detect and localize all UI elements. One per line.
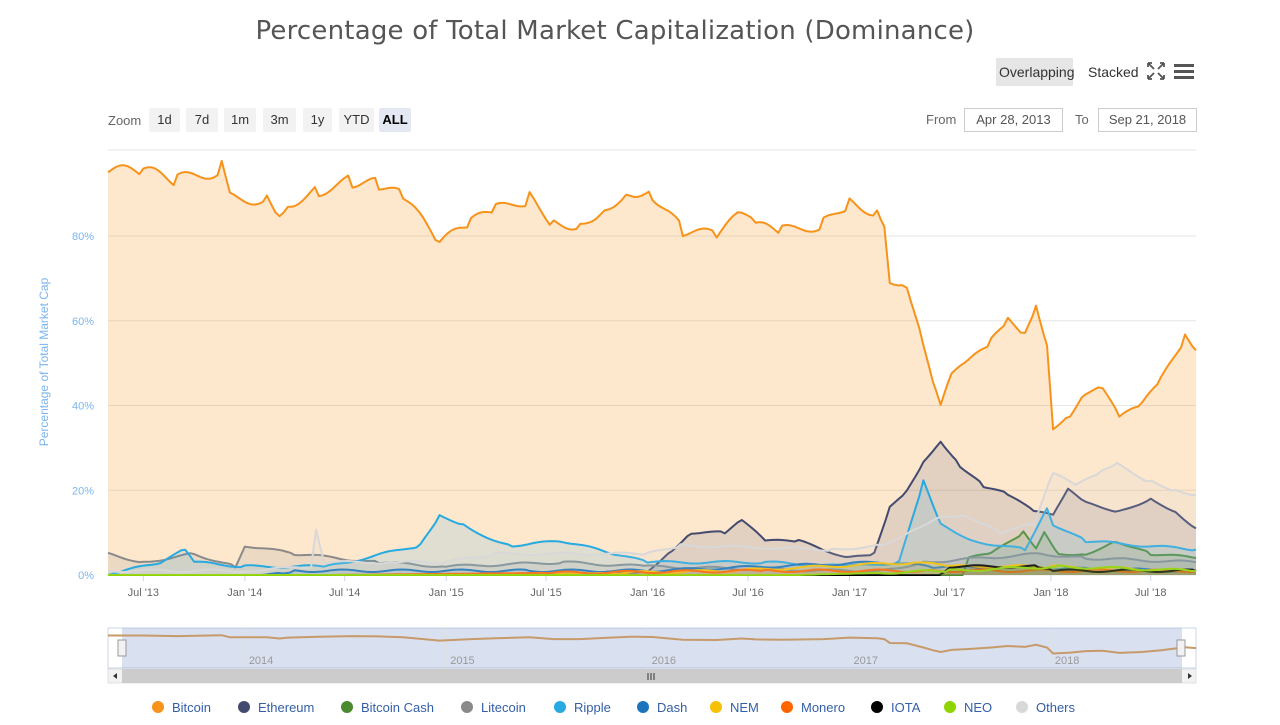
legend-label: Bitcoin Cash	[361, 700, 434, 715]
scroll-left-arrow-icon[interactable]	[113, 673, 117, 679]
legend-marker-icon	[871, 701, 883, 713]
legend-label: Litecoin	[481, 700, 526, 715]
legend-label: Others	[1036, 700, 1076, 715]
chart-title: Percentage of Total Market Capitalizatio…	[255, 16, 975, 46]
y-tick-label: 40%	[72, 401, 94, 413]
scroll-right-arrow-icon[interactable]	[1188, 673, 1192, 679]
zoom-ytd-button[interactable]: YTD	[339, 108, 374, 132]
line-litecoin	[107, 545, 1197, 573]
legend-item-monero[interactable]: Monero	[781, 700, 845, 716]
legend-label: Dash	[657, 700, 688, 715]
to-date-input[interactable]: Sep 21, 2018	[1098, 108, 1197, 132]
legend-label: Ethereum	[258, 700, 315, 715]
legend-marker-icon	[341, 701, 353, 713]
zoom-1y-button[interactable]: 1y	[303, 108, 332, 132]
zoom-1d-button[interactable]: 1d	[149, 108, 180, 132]
area-ethereum	[108, 441, 1196, 575]
x-tick-label: Jan '15	[429, 587, 464, 599]
navigator-year-label: 2018	[1055, 655, 1079, 667]
zoom-1m-button[interactable]: 1m	[224, 108, 256, 132]
legend-item-nem[interactable]: NEM	[710, 700, 759, 716]
menu-icon[interactable]	[1174, 63, 1194, 79]
legend-item-others[interactable]: Others	[1016, 700, 1075, 716]
area-ripple	[108, 480, 1196, 575]
x-tick-label: Jul '15	[530, 587, 561, 599]
legend-marker-icon	[152, 701, 164, 713]
legend-label: NEM	[730, 700, 759, 715]
legend-marker-icon	[944, 701, 956, 713]
navigator-frame	[107, 627, 1197, 669]
legend-marker-icon	[554, 701, 566, 713]
x-tick-label: Jul '16	[732, 587, 763, 599]
area-neo	[108, 565, 1196, 575]
navigator-selection	[122, 628, 1182, 668]
area-bitcoin	[108, 160, 1196, 575]
from-label: From	[926, 112, 957, 127]
y-tick-label: 60%	[72, 316, 94, 328]
y-tick-label: 20%	[72, 485, 94, 497]
overlapping-mode-button[interactable]: Overlapping	[996, 58, 1075, 86]
stacked-mode-button[interactable]: Stacked	[1088, 64, 1139, 80]
legend-marker-icon	[1016, 701, 1028, 713]
zoom-3m-button[interactable]: 3m	[263, 108, 296, 132]
legend-marker-icon	[238, 701, 250, 713]
y-tick-label: 80%	[72, 231, 94, 243]
legend-label: Bitcoin	[172, 700, 212, 715]
area-others	[108, 462, 1196, 575]
legend-marker-icon	[637, 701, 649, 713]
legend-item-neo[interactable]: NEO	[944, 700, 992, 716]
legend-label: IOTA	[891, 700, 921, 715]
x-tick-label: Jan '18	[1033, 587, 1068, 599]
to-label: To	[1075, 112, 1089, 127]
line-others	[107, 461, 1197, 573]
zoom-label: Zoom	[108, 113, 142, 128]
legend-label: Monero	[801, 700, 846, 715]
navigator-year-label: 2017	[854, 655, 878, 667]
legend-item-bitcoin[interactable]: Bitcoin	[152, 700, 211, 716]
legend-item-dash[interactable]: Dash	[637, 700, 687, 716]
legend-marker-icon	[710, 701, 722, 713]
navigator-year-label: 2014	[249, 655, 273, 667]
x-tick-label: Jul '13	[128, 587, 159, 599]
x-tick-label: Jan '16	[630, 587, 665, 599]
x-tick-label: Jan '17	[832, 587, 867, 599]
legend-marker-icon	[461, 701, 473, 713]
legend-item-litecoin[interactable]: Litecoin	[461, 700, 526, 716]
legend-item-iota[interactable]: IOTA	[871, 700, 920, 716]
x-tick-label: Jan '14	[227, 587, 262, 599]
x-tick-label: Jul '14	[329, 587, 360, 599]
legend-marker-icon	[781, 701, 793, 713]
line-neo	[108, 564, 1197, 576]
zoom-7d-button[interactable]: 7d	[186, 108, 218, 132]
navigator-right-handle[interactable]	[1176, 639, 1186, 657]
x-tick-label: Jul '18	[1135, 587, 1166, 599]
navigator-left-handle[interactable]	[117, 639, 127, 657]
y-axis-title: Percentage of Total Market Cap	[37, 277, 51, 446]
line-bitcoin	[107, 159, 1197, 431]
area-litecoin	[108, 546, 1196, 575]
legend-item-bitcoin-cash[interactable]: Bitcoin Cash	[341, 700, 434, 716]
legend-label: NEO	[964, 700, 993, 715]
scrollbar-thumb[interactable]	[122, 669, 1182, 683]
y-tick-label: 0%	[78, 570, 94, 582]
x-tick-label: Jul '17	[934, 587, 965, 599]
navigator-series-line	[108, 634, 1197, 655]
legend-label: Ripple	[574, 700, 611, 715]
navigator-year-label: 2015	[450, 655, 474, 667]
navigator-year-label: 2016	[652, 655, 676, 667]
legend-item-ethereum[interactable]: Ethereum	[238, 700, 314, 716]
zoom-all-button[interactable]: ALL	[379, 108, 411, 132]
from-date-input[interactable]: Apr 28, 2013	[964, 108, 1063, 132]
legend-item-ripple[interactable]: Ripple	[554, 700, 611, 716]
area-nem	[108, 562, 1196, 575]
fullscreen-icon[interactable]	[1147, 62, 1165, 80]
